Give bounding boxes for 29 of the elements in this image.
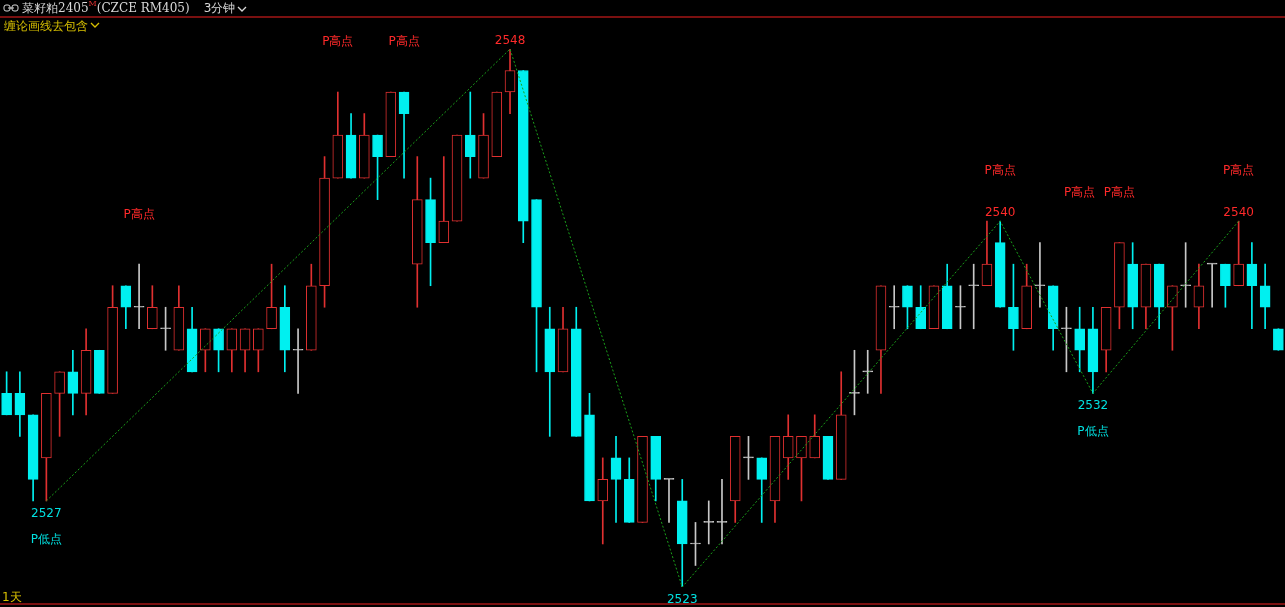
data-label: 2532: [1077, 398, 1109, 413]
annotation: P低点: [1077, 424, 1109, 439]
data-label: 2523: [666, 592, 698, 607]
candlestick: [1034, 242, 1046, 308]
data-label: 2540: [1223, 205, 1254, 220]
data-label: 2548: [494, 33, 526, 48]
annotation: P高点: [123, 207, 155, 222]
annotation: P高点: [1064, 185, 1096, 200]
annotation: P高点: [984, 163, 1016, 178]
text: P高点: [388, 34, 420, 49]
data-label: 2527: [31, 506, 62, 521]
data-label: 2540: [984, 205, 1016, 220]
candlestick: [862, 349, 874, 394]
annotation: P低点: [30, 532, 62, 547]
chart-title: 菜籽粕2405$^{M}$(CZCE RM405): [22, 0, 190, 15]
annotation: P高点: [1223, 163, 1255, 178]
candlestick: [438, 156, 450, 244]
text: 1天: [2, 590, 22, 604]
chart-subtitle: 3分钟: [203, 1, 236, 15]
candlestick: [1246, 242, 1258, 330]
annotation: P高点: [1103, 185, 1136, 200]
candlestick: [610, 436, 622, 523]
candlestick: [1206, 262, 1218, 308]
candlestick: [968, 263, 980, 330]
text: 缠论画线去包含: [4, 19, 88, 33]
candlestick: [133, 263, 145, 330]
text: P高点: [322, 34, 354, 49]
candlestick: [888, 285, 900, 330]
candlestick: [292, 328, 304, 394]
